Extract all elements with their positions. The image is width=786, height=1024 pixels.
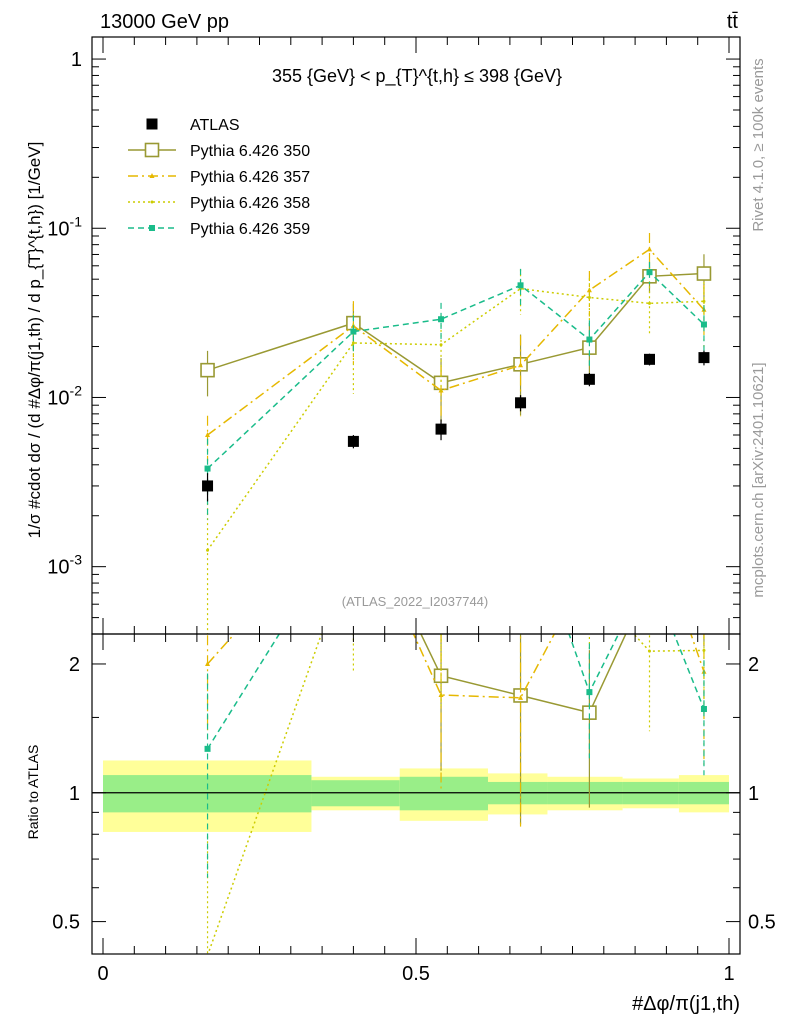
mc-ratio-point <box>647 649 651 653</box>
legend-marker-3 <box>150 200 154 204</box>
x-axis-label: #Δφ/π(j1,th) <box>632 993 740 1015</box>
ratio-tick-label: 0.5 <box>52 912 80 934</box>
rivet-label: Rivet 4.1.0, ≥ 100k events <box>750 58 767 231</box>
y-tick-label: 10-2 <box>47 382 82 409</box>
mc-ratio-point <box>643 576 656 589</box>
mc-series-line <box>207 272 704 384</box>
y-tick-label: 10-1 <box>47 213 82 240</box>
legend: ATLAS Pythia 6.426 350 Pythia 6.426 357 Pyt… <box>128 117 310 238</box>
ratio-tick-label: 1 <box>69 783 80 805</box>
mc-point <box>586 336 593 343</box>
mc-series-line <box>206 287 704 551</box>
y-axis-label: 1/σ #cdot dσ / (d #Δφ/π(j1,th) / d p_{T}… <box>25 142 44 539</box>
data-point <box>202 480 214 492</box>
data-point <box>515 397 527 409</box>
mc-series-1 <box>200 254 712 421</box>
mc-ratio-point <box>205 660 211 666</box>
mc-point <box>696 266 712 281</box>
legend-marker-2 <box>149 173 155 178</box>
mc-point <box>517 282 524 289</box>
mc-ratio-point <box>702 648 706 652</box>
mc-ratio-point <box>438 512 444 518</box>
mc-point <box>439 343 443 347</box>
atlas-data <box>202 350 710 502</box>
header-left: 13000 GeV pp <box>100 11 229 33</box>
chart-title: 355 {GeV} < p_{T}^{t,h} ≤ 398 {GeV} <box>272 66 562 87</box>
mc-ratio-point <box>647 512 652 517</box>
data-point <box>583 373 595 385</box>
mc-ratio-point <box>587 565 592 570</box>
main-ticks: 10-3 10-2 10-1 1 0 0.5 1 0.5 0.5 1 1 2 2 <box>47 37 776 985</box>
x-tick-label: 0 <box>97 963 108 985</box>
mc-ratio-point <box>519 502 522 505</box>
mc-ratio-point <box>352 542 355 545</box>
mc-ratio-series-4 <box>204 493 707 878</box>
mc-ratio-point <box>700 705 707 712</box>
mc-point <box>438 316 445 323</box>
ratio-panel <box>91 487 741 955</box>
mc-point <box>351 341 355 345</box>
legend-marker-4 <box>149 225 155 231</box>
mc-ratio-line <box>206 634 705 750</box>
y-tick-label: 1 <box>71 49 82 71</box>
data-point <box>698 352 710 364</box>
mc-point <box>350 328 357 335</box>
mc-ratio-point <box>586 689 593 696</box>
legend-marker-1 <box>144 142 160 158</box>
data-point <box>435 423 447 435</box>
data-point <box>643 353 655 365</box>
mc-point <box>205 432 211 437</box>
legend-marker-atlas <box>146 118 158 130</box>
mc-ratio-series-2 <box>205 498 707 827</box>
y-tick-label: 10-3 <box>47 552 82 579</box>
legend-label-3: Pythia 6.426 358 <box>190 195 310 212</box>
mc-ratio-point <box>351 498 356 503</box>
legend-label-4: Pythia 6.426 359 <box>190 221 310 238</box>
mc-ratio-point <box>347 487 360 500</box>
mc-ratio-point <box>697 574 710 587</box>
ratio-axis-label: Ratio to ATLAS <box>25 745 41 840</box>
legend-label-1: Pythia 6.426 350 <box>190 143 310 160</box>
mc-point <box>206 548 210 552</box>
mcplots-label: mcplots.cern.ch [arXiv:2401.10621] <box>750 362 767 597</box>
mc-ratio-point <box>588 584 591 587</box>
x-tick-label: 1 <box>723 963 734 985</box>
mc-point <box>200 362 215 378</box>
main-panel <box>91 36 741 635</box>
x-tick-label: 0.5 <box>402 963 430 985</box>
mc-ratio-point <box>646 569 652 575</box>
analysis-label: (ATLAS_2022_I2037744) <box>342 594 488 609</box>
mc-ratio-point <box>350 512 356 518</box>
mc-point <box>702 299 706 303</box>
ratio-tick-label-right: 1 <box>748 783 759 805</box>
ratio-uncertainty-bands <box>103 760 729 832</box>
mc-point <box>646 269 653 276</box>
mc-point <box>700 321 707 328</box>
mc-ratio-line <box>207 634 704 954</box>
ratio-tick-label: 2 <box>69 654 80 676</box>
mc-ratio-point <box>518 694 524 700</box>
mc-ratio-series-3 <box>206 502 706 954</box>
mc-point <box>204 465 211 472</box>
mc-point <box>518 362 524 368</box>
legend-label-2: Pythia 6.426 357 <box>190 169 310 186</box>
header-right: tt̄ <box>727 11 739 33</box>
mc-ratio-point <box>518 493 524 499</box>
data-point <box>347 435 359 447</box>
ratio-tick-label-right: 2 <box>748 654 759 676</box>
mc-series-3 <box>206 269 706 634</box>
mc-ratio-point <box>204 745 211 752</box>
mc-point <box>646 246 652 252</box>
ratio-tick-label-right: 0.5 <box>748 912 776 934</box>
legend-label-atlas: ATLAS <box>190 117 240 134</box>
mc-series-4 <box>204 261 707 520</box>
stat-uncertainty-band <box>399 776 488 811</box>
mc-series-line <box>207 271 705 470</box>
mc-series-line <box>207 248 705 436</box>
mc-point <box>587 295 591 299</box>
mc-ratio-point <box>440 578 443 581</box>
mc-point <box>647 301 651 305</box>
